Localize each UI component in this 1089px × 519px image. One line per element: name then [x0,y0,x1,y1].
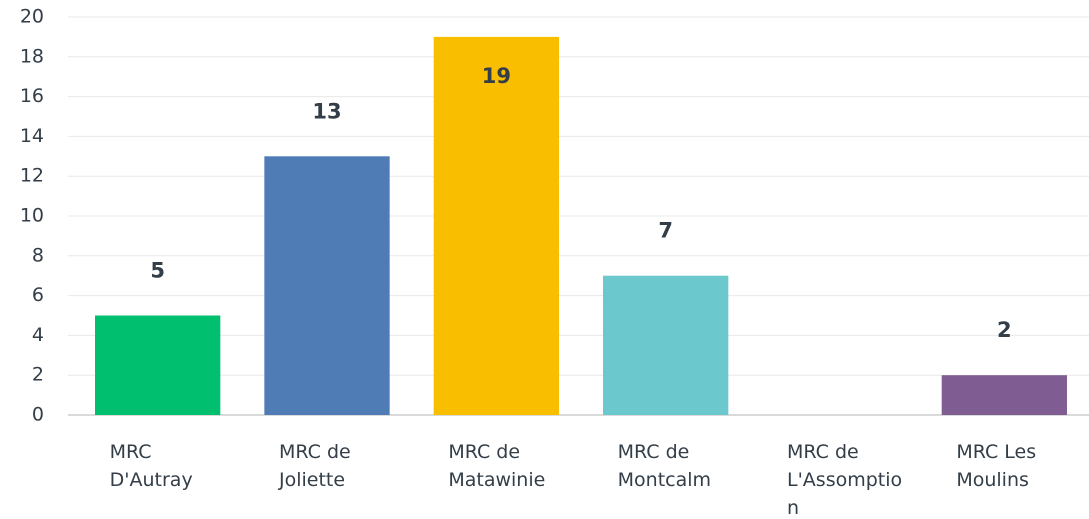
x-tick-line: Moulins [956,469,1029,491]
bar [95,315,221,415]
x-tick-label: MRC Les Moulins [956,441,1036,491]
x-tick-label: MRC D'Autray [110,441,193,491]
y-tick-label: 14 [20,125,44,147]
x-tick-line: D'Autray [110,469,193,491]
x-tick-line: Matawinie [448,469,545,491]
x-tick-line: MRC de [448,441,520,463]
y-tick-label: 20 [20,6,44,28]
bar [264,156,390,416]
x-tick-line: MRC Les [956,441,1036,463]
value-label: 13 [312,99,341,123]
value-label: 19 [482,64,511,88]
y-tick-label: 8 [32,244,44,266]
y-tick-label: 4 [32,324,44,346]
x-tick-line: MRC de [618,441,690,463]
x-tick-label: MRC de Matawinie [448,441,545,491]
value-label: 7 [658,219,673,243]
y-tick-label: 18 [20,45,44,67]
x-tick-line: MRC de [279,441,351,463]
bar [433,36,559,416]
y-tick-label: 10 [20,205,44,227]
bar [941,375,1067,415]
x-tick-line: MRC [110,441,152,463]
y-tick-label: 2 [32,364,44,386]
y-tick-label: 12 [20,165,44,187]
x-tick-label: MRC de L'Assomptio n [787,441,902,519]
x-tick-label: MRC de Montcalm [618,441,711,491]
y-tick-label: 6 [32,284,44,306]
x-tick-line: n [787,497,799,519]
x-tick-label: MRC de Joliette [278,441,351,491]
value-label: 5 [150,259,165,283]
x-tick-line: Montcalm [618,469,711,491]
y-tick-label: 16 [20,85,44,107]
x-tick-line: Joliette [278,469,345,491]
x-tick-line: L'Assomptio [787,469,902,491]
value-label: 2 [997,318,1012,342]
x-tick-line: MRC de [787,441,859,463]
bar [603,275,729,415]
y-tick-label: 0 [32,404,44,426]
